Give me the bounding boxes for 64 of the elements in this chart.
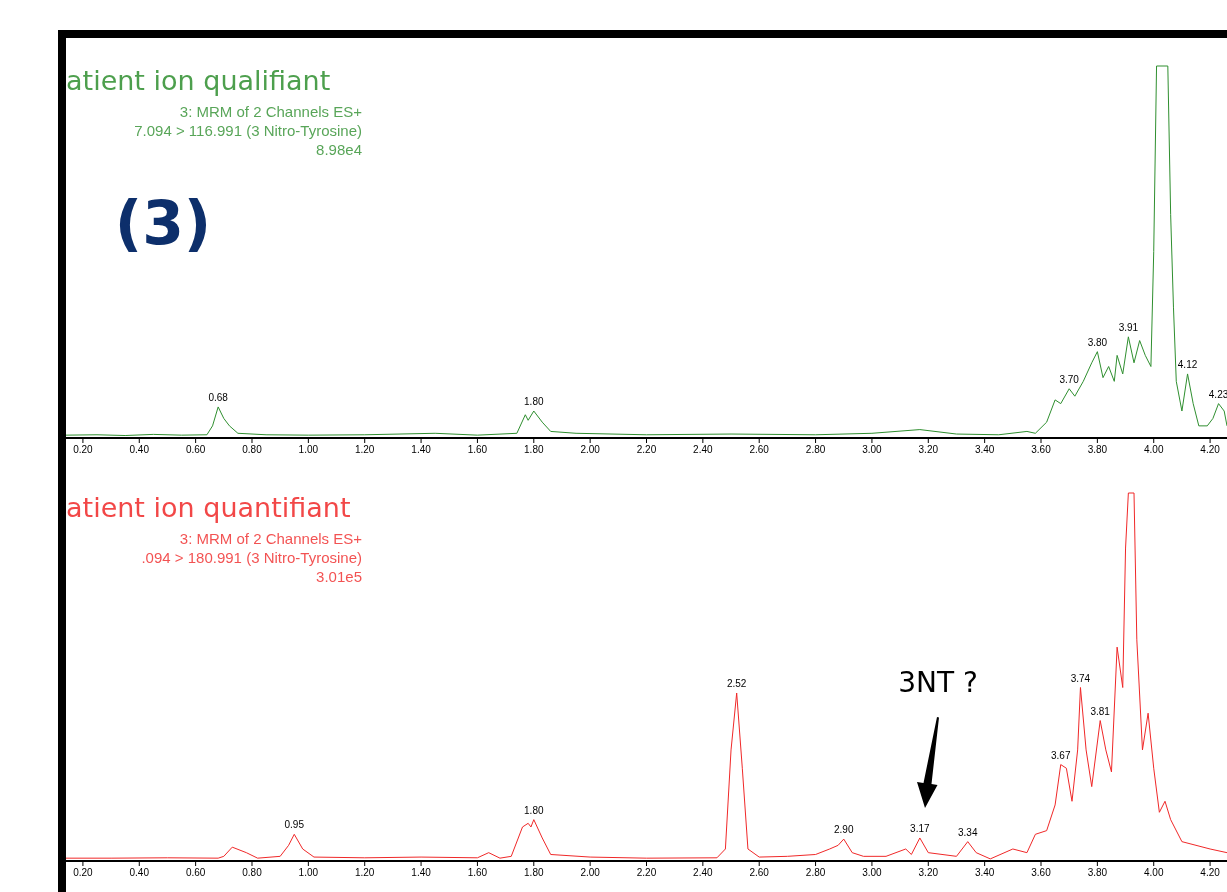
annotation: 3.17 — [910, 822, 931, 834]
annotation: 3.34 — [958, 826, 978, 838]
text: 3: MRM of 2 Channels ES+ .094 > 180.991 (3 Nitro-Tyrosine) 3.01e5 — [141, 530, 363, 585]
x-tick-label: 1.20 — [354, 444, 375, 455]
x-tick-label: 0.80 — [242, 867, 263, 878]
x-tick-label: 3.80 — [1087, 444, 1108, 455]
x-tick-label: 2.80 — [805, 444, 826, 455]
annotation: 3.91 — [1118, 321, 1139, 333]
x-tick-label: 2.20 — [636, 444, 657, 455]
x-tick-label: 1.40 — [411, 444, 432, 455]
x-tick-label: 2.00 — [580, 444, 601, 455]
annotation: 1.80 — [524, 804, 544, 816]
x-tick-label: 0.60 — [185, 867, 206, 878]
annotation: 3NT ? — [898, 666, 978, 699]
x-tick-label: 4.20 — [1200, 867, 1221, 878]
x-tick-label: 0.60 — [185, 444, 206, 455]
annotation: 2.90 — [834, 824, 854, 836]
x-tick-label: 3.40 — [974, 444, 995, 455]
x-tick-label: 4.20 — [1200, 444, 1221, 455]
x-tick-label: 3.00 — [862, 867, 883, 878]
annotation: 3.67 — [1051, 749, 1071, 761]
x-tick-label: 2.00 — [580, 867, 601, 878]
annotation: 2.52 — [726, 678, 747, 690]
x-tick-label: 3.00 — [862, 444, 883, 455]
annotation: 3.70 — [1059, 373, 1080, 385]
x-tick-label: 3.20 — [918, 867, 939, 878]
x-tick-label: 1.20 — [354, 867, 375, 878]
x-tick-label: 0.40 — [129, 444, 150, 455]
annotation: 3.74 — [1070, 672, 1091, 684]
x-tick-label: 1.80 — [524, 867, 544, 878]
annotation: 0.68 — [208, 391, 229, 403]
x-tick-label: 2.20 — [636, 867, 657, 878]
x-tick-label: 2.40 — [693, 867, 714, 878]
annotation: 4.23 — [1208, 388, 1227, 400]
chart-title: atient ion qualifiant — [66, 65, 331, 96]
x-tick-label: 3.20 — [918, 444, 939, 455]
text: 3: MRM of 2 Channels ES+ 7.094 > 116.991 (3 Nitro-Tyrosine) 8.98e4 — [134, 103, 363, 158]
x-tick-label: 0.80 — [242, 444, 263, 455]
x-tick-label: 3.80 — [1087, 867, 1108, 878]
x-tick-label: 1.80 — [524, 444, 544, 455]
x-tick-label: 0.20 — [73, 444, 94, 455]
x-tick-label: 2.80 — [805, 867, 826, 878]
x-tick-label: 4.00 — [1144, 444, 1164, 455]
x-tick-label: 2.60 — [749, 867, 770, 878]
chart-title: atient ion quantifiant — [66, 492, 351, 523]
x-tick-label: 3.60 — [1031, 867, 1052, 878]
x-tick-label: 1.60 — [467, 444, 488, 455]
annotation: 3.81 — [1090, 705, 1111, 717]
annotation: 4.12 — [1177, 358, 1198, 370]
x-tick-label: 3.40 — [974, 867, 995, 878]
x-tick-label: 4.00 — [1144, 867, 1164, 878]
annotation: 3.80 — [1087, 336, 1108, 348]
x-tick-label: 0.20 — [73, 867, 94, 878]
x-tick-label: 1.00 — [298, 867, 319, 878]
x-tick-label: 1.40 — [411, 867, 432, 878]
x-tick-label: 1.00 — [298, 444, 319, 455]
x-tick-label: 2.60 — [749, 444, 770, 455]
annotation: 0.95 — [284, 819, 305, 831]
annotation: (3) — [114, 188, 212, 258]
x-tick-label: 0.40 — [129, 867, 150, 878]
x-tick-label: 1.60 — [467, 867, 488, 878]
x-tick-label: 2.40 — [693, 444, 714, 455]
x-tick-label: 3.60 — [1031, 444, 1052, 455]
annotation: 1.80 — [524, 396, 544, 408]
